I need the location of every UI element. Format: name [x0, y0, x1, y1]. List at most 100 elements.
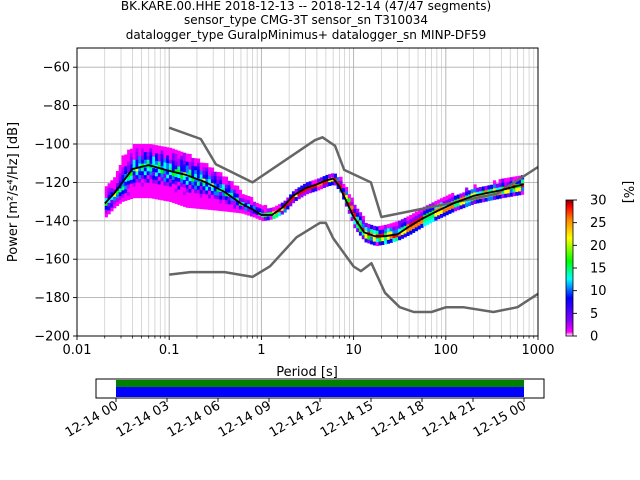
density-cell — [155, 160, 159, 165]
density-cell — [138, 193, 142, 199]
density-cell — [205, 197, 209, 202]
density-cell — [163, 154, 167, 159]
density-cell — [495, 183, 499, 188]
density-cell — [155, 175, 159, 181]
density-cell — [146, 182, 150, 187]
density-cell — [238, 205, 243, 210]
density-cell — [356, 224, 360, 229]
density-cell — [138, 144, 142, 149]
density-cell — [135, 186, 139, 191]
density-cell — [386, 235, 391, 240]
density-cell — [188, 173, 192, 178]
density-cell — [199, 204, 203, 210]
density-cell — [129, 175, 134, 180]
density-cell — [233, 189, 237, 194]
density-cell — [492, 187, 497, 193]
density-cell — [453, 207, 458, 212]
density-cell — [135, 193, 139, 199]
density-cell — [370, 236, 374, 241]
density-cell — [143, 174, 148, 179]
density-cell — [138, 186, 142, 191]
density-cell — [428, 219, 432, 224]
density-cell — [358, 227, 363, 232]
density-cell — [124, 188, 128, 194]
colorbar-tick-label: 15 — [590, 262, 607, 277]
density-cell — [191, 165, 195, 170]
density-cell — [202, 201, 206, 206]
density-cell — [498, 186, 502, 192]
density-cell — [224, 180, 229, 185]
density-cell — [339, 176, 343, 182]
density-cell — [342, 187, 346, 192]
density-cell — [437, 199, 441, 204]
density-cell — [367, 227, 371, 232]
density-cell — [294, 196, 298, 201]
density-cell — [166, 193, 170, 198]
density-cell — [177, 162, 181, 167]
density-cell — [188, 180, 192, 186]
x-tick-label: 100 — [433, 343, 458, 358]
density-cell — [199, 193, 203, 198]
density-cell — [238, 189, 243, 195]
density-cell — [308, 181, 312, 186]
density-cell — [115, 171, 120, 176]
density-cell — [384, 224, 388, 230]
density-cell — [236, 193, 240, 198]
density-cell — [180, 201, 184, 206]
density-cell — [121, 189, 125, 195]
density-cell — [403, 229, 407, 234]
density-cell — [191, 173, 195, 178]
density-cell — [146, 144, 150, 149]
density-cell — [280, 202, 284, 207]
density-cell — [124, 177, 128, 182]
density-cell — [367, 235, 371, 240]
density-cell — [115, 178, 120, 183]
density-cell — [344, 202, 349, 207]
density-cell — [347, 209, 351, 214]
density-cell — [409, 230, 413, 235]
density-cell — [384, 240, 388, 245]
density-cell — [202, 205, 206, 210]
density-cell — [157, 157, 162, 162]
density-cell — [113, 204, 117, 209]
density-cell — [110, 191, 114, 196]
density-cell — [166, 154, 170, 160]
density-cell — [121, 193, 125, 198]
density-cell — [364, 238, 368, 243]
density-cell — [233, 204, 237, 209]
density-cell — [303, 191, 307, 196]
density-cell — [208, 186, 212, 191]
density-cell — [194, 173, 198, 178]
density-cell — [160, 173, 164, 178]
density-cell — [358, 212, 363, 217]
density-cell — [194, 200, 198, 205]
density-cell — [509, 192, 513, 197]
density-cell — [213, 183, 217, 188]
density-cell — [520, 190, 525, 195]
density-cell — [395, 221, 399, 226]
density-cell — [425, 209, 430, 214]
density-cell — [138, 170, 142, 176]
density-cell — [328, 181, 332, 187]
density-cell — [104, 190, 108, 195]
density-cell — [219, 179, 223, 185]
high-noise-model-line — [168, 126, 539, 219]
density-cell — [124, 162, 128, 167]
density-cell — [423, 210, 427, 215]
density-cell — [129, 164, 134, 169]
density-cell — [406, 220, 410, 225]
density-cell — [236, 204, 240, 210]
density-cell — [132, 159, 136, 164]
density-cell — [367, 239, 371, 244]
density-cell — [381, 233, 385, 238]
density-cell — [149, 159, 153, 164]
density-cell — [180, 197, 184, 203]
density-cell — [378, 229, 382, 234]
density-cell — [174, 149, 178, 154]
density-cell — [202, 185, 206, 191]
density-cell — [515, 191, 519, 196]
density-cell — [425, 220, 430, 225]
density-cell — [185, 199, 189, 204]
density-cell — [372, 241, 377, 246]
